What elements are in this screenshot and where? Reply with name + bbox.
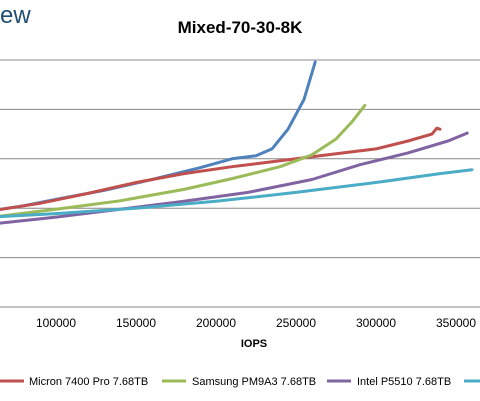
x-tick-labels: 100000 150000 200000 250000 300000 350000 [36, 316, 476, 330]
x-tick-label: 200000 [196, 316, 236, 330]
x-tick-label: 350000 [436, 316, 476, 330]
series-line-micron [0, 126, 442, 211]
legend-label-micron: Micron 7400 Pro 7.68TB [29, 376, 148, 388]
grid-lines [0, 59, 480, 308]
series-line-intel [0, 131, 469, 225]
legend: Micron 7400 Pro 7.68TB Samsung PM9A3 7.68… [0, 376, 480, 388]
logo-fragment: ew [0, 2, 31, 29]
x-tick-label: 300000 [356, 316, 396, 330]
x-tick-label: 250000 [276, 316, 316, 330]
chart-title: Mixed-70-30-8K [178, 18, 303, 37]
x-tick-label: 100000 [36, 316, 76, 330]
legend-label-samsung: Samsung PM9A3 7.68TB [192, 376, 316, 388]
series-line-teal [0, 168, 474, 219]
x-axis-label: IOPS [241, 338, 267, 350]
legend-label-intel: Intel P5510 7.68TB [357, 376, 451, 388]
series-line-samsung [0, 103, 367, 218]
series-lines [0, 60, 474, 225]
x-tick-label: 150000 [116, 316, 156, 330]
